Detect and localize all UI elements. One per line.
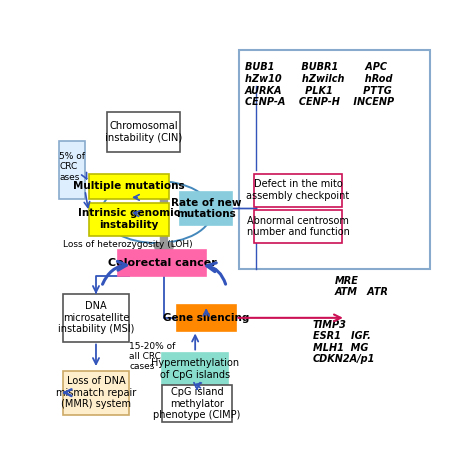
- Text: BUB1        BUBR1        APC
hZw10      hZwilch      hRod
AURKA       PLK1      : BUB1 BUBR1 APC hZw10 hZwilch hRod AURKA …: [245, 63, 394, 107]
- FancyBboxPatch shape: [59, 141, 85, 199]
- FancyBboxPatch shape: [118, 250, 206, 276]
- Text: CpG island
methylator
phenotype (CIMP): CpG island methylator phenotype (CIMP): [153, 387, 241, 420]
- FancyBboxPatch shape: [89, 203, 169, 236]
- Text: DNA
microsatellite
instability (MSI): DNA microsatellite instability (MSI): [58, 301, 134, 335]
- Text: Colorectal cancer: Colorectal cancer: [108, 258, 217, 268]
- FancyBboxPatch shape: [181, 192, 232, 225]
- Text: Abnormal centrosom
number and function: Abnormal centrosom number and function: [246, 216, 349, 237]
- Text: Intrinsic genomic
instability: Intrinsic genomic instability: [78, 209, 180, 230]
- FancyBboxPatch shape: [177, 305, 236, 331]
- FancyBboxPatch shape: [162, 385, 232, 422]
- FancyBboxPatch shape: [63, 371, 129, 415]
- Text: Loss of DNA
mismatch repair
(MMR) system: Loss of DNA mismatch repair (MMR) system: [56, 376, 136, 409]
- Text: Loss of heterozygosity (LOH): Loss of heterozygosity (LOH): [63, 240, 192, 249]
- Text: Multiple mutations: Multiple mutations: [73, 182, 185, 191]
- FancyBboxPatch shape: [89, 173, 169, 199]
- Text: MRE
ATM   ATR: MRE ATM ATR: [335, 276, 389, 298]
- FancyBboxPatch shape: [63, 294, 129, 342]
- Text: Hypermethylation
of CpG islands: Hypermethylation of CpG islands: [151, 358, 239, 380]
- FancyBboxPatch shape: [162, 353, 228, 385]
- FancyBboxPatch shape: [254, 173, 342, 207]
- Text: Chromosomal
instability (CIN): Chromosomal instability (CIN): [105, 121, 182, 143]
- Text: Gene silencing: Gene silencing: [163, 313, 249, 323]
- Text: 5% of
CRC
ases: 5% of CRC ases: [59, 152, 85, 182]
- Text: Defect in the mito
assembly checkpoint: Defect in the mito assembly checkpoint: [246, 179, 350, 201]
- Text: Rate of new
mutations: Rate of new mutations: [171, 198, 241, 219]
- Text: 15-20% of
all CRC
cases: 15-20% of all CRC cases: [129, 342, 175, 371]
- FancyBboxPatch shape: [107, 112, 181, 152]
- Text: TIMP3
ESR1   IGF.
MLH1  MG
CDKN2A/p1: TIMP3 ESR1 IGF. MLH1 MG CDKN2A/p1: [313, 319, 375, 365]
- FancyBboxPatch shape: [254, 210, 342, 243]
